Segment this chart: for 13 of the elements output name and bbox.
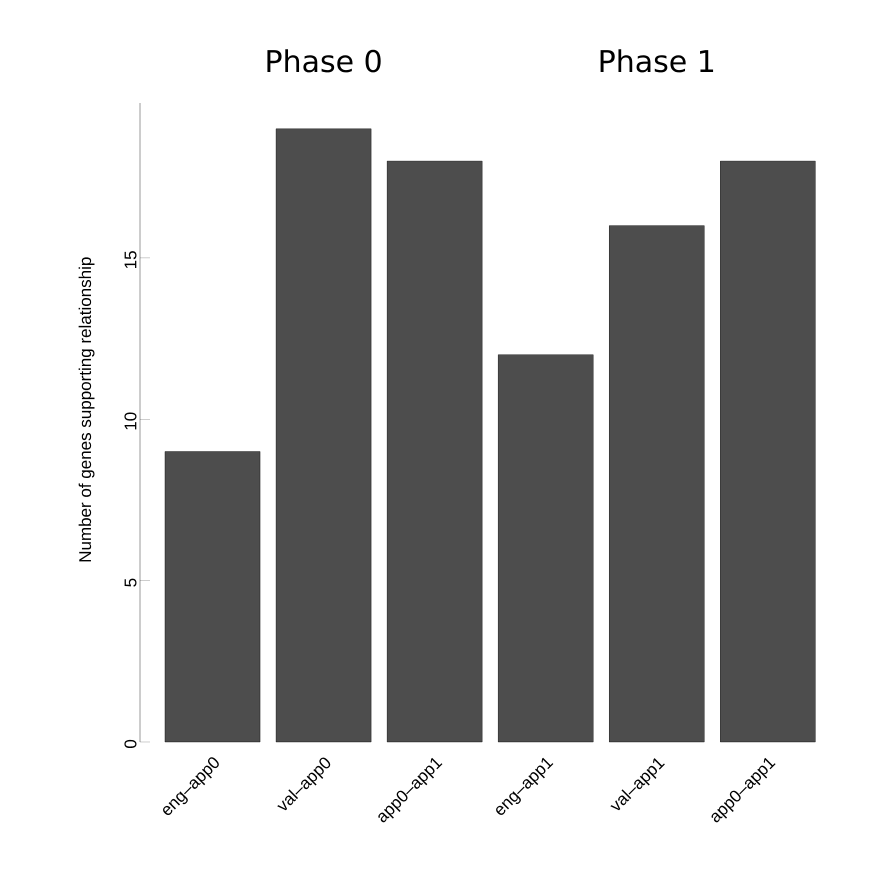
bar [164, 451, 260, 742]
y-tick-label: 10 [124, 412, 136, 430]
bar [609, 225, 704, 742]
y-tick-label: 15 [124, 251, 136, 268]
text: Phase 0 [267, 49, 381, 72]
bar [720, 160, 816, 742]
text: Phase 1 [600, 49, 714, 72]
bar [498, 354, 594, 742]
y-axis-title: Number of genes supporting relationship [78, 257, 94, 562]
bar [386, 160, 482, 742]
y-tick-label: 5 [124, 578, 136, 587]
y-tick-label: 0 [124, 740, 136, 748]
bar [276, 128, 372, 742]
